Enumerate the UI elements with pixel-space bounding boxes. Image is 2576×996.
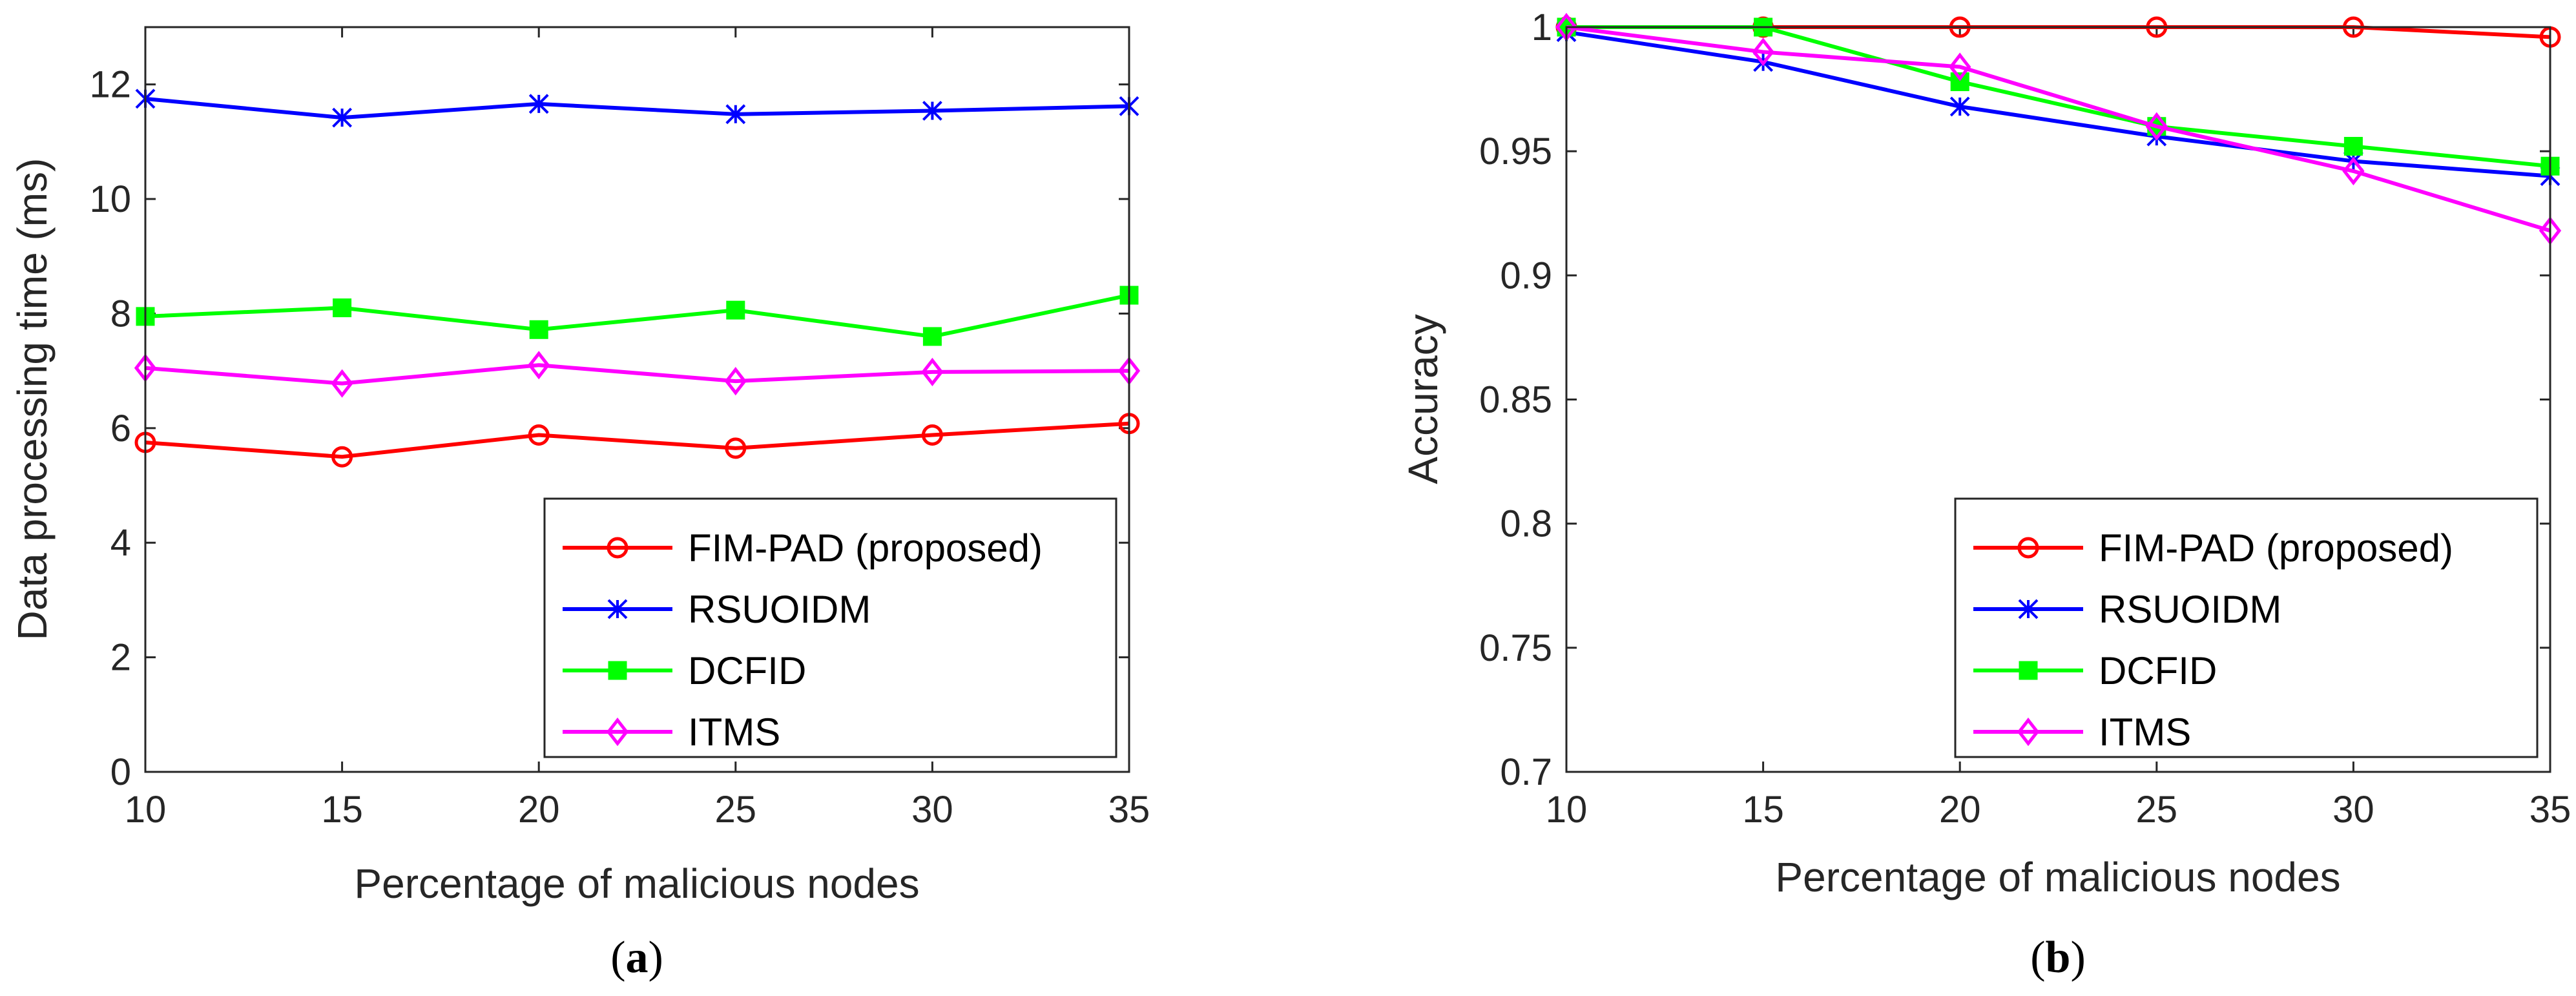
legend-marker-rsuoidm bbox=[2018, 599, 2039, 619]
legend-label-dcfid: DCFID bbox=[2099, 649, 2217, 692]
x-tick-label: 25 bbox=[715, 789, 757, 831]
data-point-fim-pad bbox=[725, 437, 747, 459]
legend-marker-itms bbox=[2017, 717, 2040, 747]
y-tick-label: 2 bbox=[110, 637, 131, 679]
caption-b: (b) bbox=[2030, 933, 2086, 982]
x-tick-label: 30 bbox=[911, 789, 953, 831]
x-axis-label-a: Percentage of malicious nodes bbox=[354, 860, 919, 907]
y-axis-label-a: Data processing time (ms) bbox=[9, 158, 56, 641]
legend-label-rsuoidm: RSUOIDM bbox=[2099, 588, 2281, 631]
plot-frame-b bbox=[1565, 26, 2551, 773]
y-tick-labels-b: 0.7 0.75 0.8 0.85 0.9 0.95 1 bbox=[1479, 6, 1552, 793]
data-point-dcfid bbox=[2343, 136, 2363, 156]
legend-label-fim-pad: FIM-PAD (proposed) bbox=[2099, 526, 2453, 570]
x-tick-label: 30 bbox=[2332, 789, 2374, 831]
data-point-itms bbox=[528, 351, 550, 380]
data-point-fim-pad bbox=[921, 424, 943, 446]
data-point-itms bbox=[921, 357, 944, 386]
x-tick-label: 25 bbox=[2136, 789, 2178, 831]
data-point-rsuoidm bbox=[528, 94, 549, 114]
caption-letter-a: a bbox=[626, 933, 649, 982]
data-point-rsuoidm bbox=[725, 104, 746, 125]
data-point-itms bbox=[1752, 37, 1774, 67]
x-tick-labels-b: 10 15 20 25 30 35 bbox=[1546, 789, 2571, 831]
series-line-itms bbox=[145, 363, 1130, 386]
legend-label-fim-pad: FIM-PAD (proposed) bbox=[688, 526, 1043, 570]
x-tick-label: 10 bbox=[1546, 789, 1588, 831]
series-line-itms bbox=[1566, 25, 2551, 233]
y-tick-label: 1 bbox=[1532, 6, 1552, 48]
x-tick-label: 20 bbox=[518, 789, 560, 831]
x-tick-label: 20 bbox=[1939, 789, 1981, 831]
data-point-fim-pad bbox=[331, 446, 353, 468]
legend-label-itms: ITMS bbox=[688, 711, 780, 754]
data-point-dcfid bbox=[333, 298, 352, 318]
x-tick-label: 35 bbox=[2529, 789, 2571, 831]
legend-label-dcfid: DCFID bbox=[688, 649, 806, 692]
data-point-itms bbox=[1949, 52, 1971, 81]
legend-label-itms: ITMS bbox=[2099, 711, 2191, 754]
data-point-itms bbox=[331, 369, 353, 398]
x-tick-label: 15 bbox=[321, 789, 363, 831]
series-line-rsuoidm bbox=[1566, 30, 2551, 178]
x-tick-label: 10 bbox=[125, 789, 167, 831]
x-tick-labels-a: 10 15 20 25 30 35 bbox=[125, 789, 1150, 831]
data-point-dcfid bbox=[922, 327, 942, 346]
legend-marker-fim-pad bbox=[607, 537, 628, 559]
y-tick-label: 0.85 bbox=[1479, 379, 1552, 421]
legend-box-a bbox=[543, 497, 1117, 758]
series-line-dcfid bbox=[145, 293, 1130, 338]
y-tick-label: 0.7 bbox=[1500, 751, 1552, 793]
data-point-dcfid bbox=[529, 320, 548, 339]
data-point-itms bbox=[724, 367, 747, 396]
y-tick-labels-a: 0 2 4 6 8 10 12 bbox=[89, 64, 131, 793]
x-axis-label-b: Percentage of malicious nodes bbox=[1775, 854, 2340, 900]
data-point-rsuoidm bbox=[922, 101, 942, 121]
legend-marker-fim-pad bbox=[2017, 537, 2039, 559]
chart-panel-a: 0 2 4 6 8 10 12 10 15 20 25 30 35 Data processing t… bbox=[9, 26, 1150, 982]
data-point-rsuoidm bbox=[1949, 96, 1970, 117]
legend-marker-dcfid bbox=[608, 661, 627, 680]
legend-label-rsuoidm: RSUOIDM bbox=[688, 588, 871, 631]
y-tick-label: 0.95 bbox=[1479, 130, 1552, 172]
chart-panel-b: 0.7 0.75 0.8 0.85 0.9 0.95 1 10 15 20 25 30 35 Accu… bbox=[1400, 6, 2571, 982]
y-tick-label: 10 bbox=[89, 178, 131, 220]
y-tick-label: 0.9 bbox=[1500, 254, 1552, 296]
legend-marker-itms bbox=[606, 717, 629, 747]
legend-box-b bbox=[1954, 497, 2539, 758]
y-tick-label: 12 bbox=[89, 64, 131, 106]
caption-letter-b: b bbox=[2046, 933, 2071, 982]
data-point-rsuoidm bbox=[332, 107, 353, 128]
y-axis-label-b: Accuracy bbox=[1400, 314, 1446, 484]
legend-a: FIM-PAD (proposed) RSUOIDM DCFID ITMS bbox=[543, 497, 1117, 758]
data-point-fim-pad bbox=[528, 424, 550, 446]
legend-b: FIM-PAD (proposed) RSUOIDM DCFID ITMS bbox=[1954, 497, 2539, 758]
legend-marker-dcfid bbox=[2019, 661, 2038, 680]
y-tick-label: 4 bbox=[110, 522, 131, 564]
x-tick-label: 35 bbox=[1108, 789, 1150, 831]
data-point-itms bbox=[2342, 156, 2365, 185]
data-point-dcfid bbox=[726, 300, 745, 320]
y-tick-label: 0 bbox=[110, 751, 131, 793]
y-tick-label: 6 bbox=[110, 408, 131, 450]
data-point-itms bbox=[2145, 112, 2168, 141]
legend-marker-rsuoidm bbox=[607, 599, 628, 619]
x-tick-label: 15 bbox=[1742, 789, 1784, 831]
series-line-fim-pad bbox=[145, 421, 1130, 459]
y-tick-label: 8 bbox=[110, 293, 131, 335]
caption-a: (a) bbox=[610, 933, 663, 982]
plot-frame-a bbox=[144, 26, 1130, 773]
y-tick-label: 0.75 bbox=[1479, 627, 1552, 669]
series-line-rsuoidm bbox=[145, 96, 1130, 120]
y-tick-label: 0.8 bbox=[1500, 503, 1552, 545]
